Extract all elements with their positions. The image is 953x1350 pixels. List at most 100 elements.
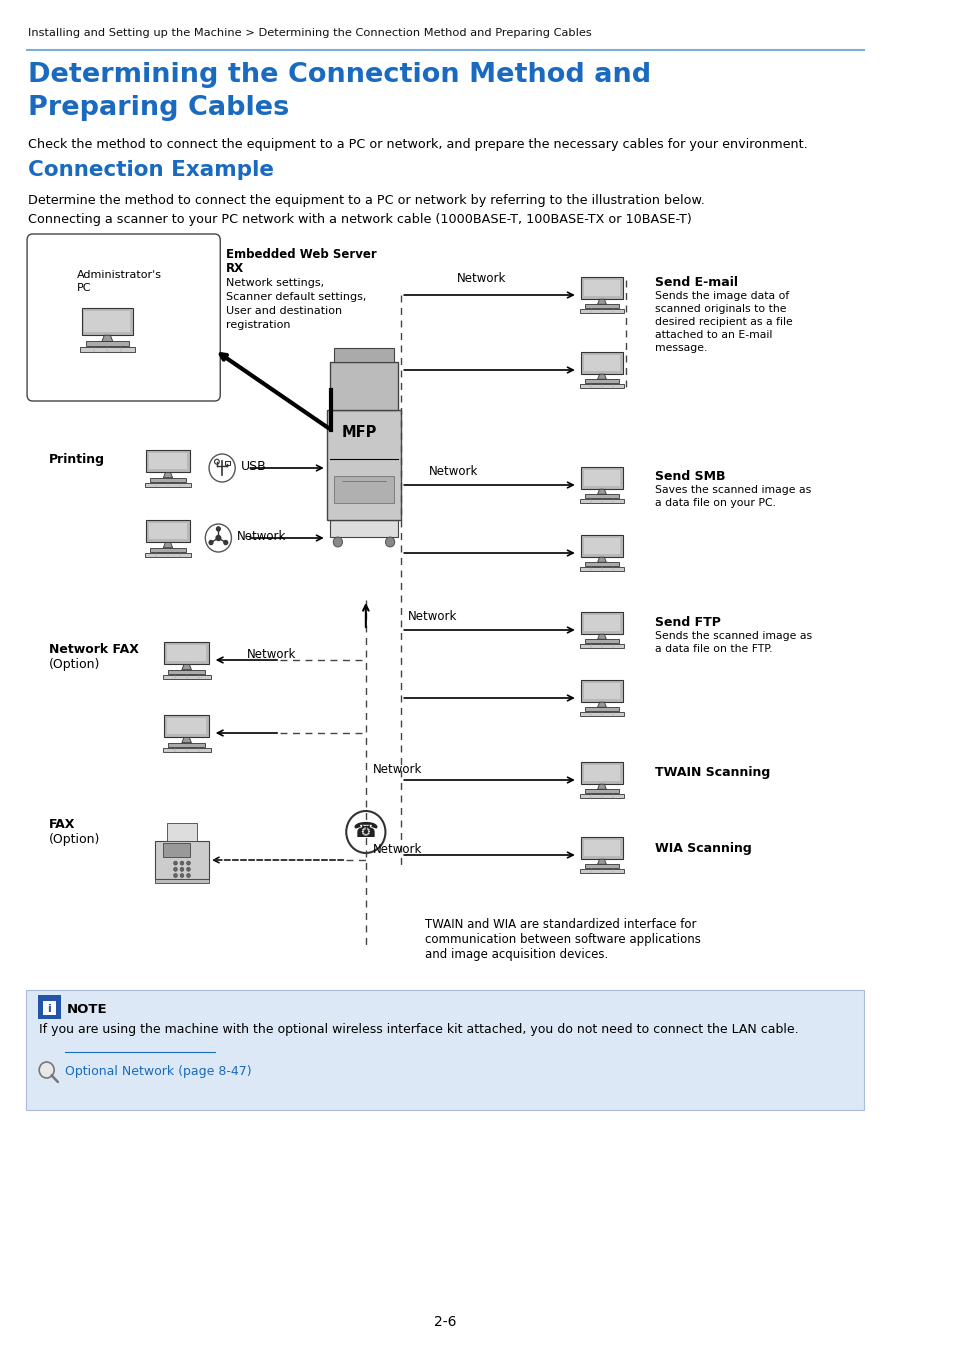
Text: PC: PC [76, 284, 91, 293]
FancyBboxPatch shape [580, 277, 622, 300]
FancyBboxPatch shape [149, 452, 187, 470]
Text: Network: Network [247, 648, 296, 662]
Circle shape [346, 811, 385, 853]
Text: NOTE: NOTE [67, 1003, 108, 1017]
Text: FAX: FAX [49, 818, 75, 832]
FancyBboxPatch shape [84, 310, 131, 332]
FancyBboxPatch shape [580, 467, 622, 489]
Circle shape [180, 873, 184, 878]
FancyBboxPatch shape [583, 683, 619, 699]
Circle shape [187, 861, 191, 865]
FancyBboxPatch shape [326, 409, 401, 520]
Text: Determine the method to connect the equipment to a PC or network by referring to: Determine the method to connect the equi… [28, 194, 704, 207]
Polygon shape [597, 784, 606, 790]
FancyBboxPatch shape [580, 763, 622, 784]
Text: MFP: MFP [341, 425, 376, 440]
FancyBboxPatch shape [80, 347, 134, 352]
Polygon shape [163, 472, 172, 478]
Polygon shape [597, 300, 606, 304]
Text: ☎: ☎ [353, 821, 378, 841]
FancyBboxPatch shape [146, 520, 190, 543]
FancyBboxPatch shape [579, 644, 623, 648]
FancyBboxPatch shape [168, 743, 205, 747]
FancyBboxPatch shape [579, 869, 623, 873]
Text: Printing: Printing [49, 454, 105, 466]
FancyBboxPatch shape [583, 840, 619, 856]
FancyBboxPatch shape [43, 1000, 56, 1015]
FancyBboxPatch shape [579, 794, 623, 798]
FancyBboxPatch shape [164, 641, 209, 664]
FancyBboxPatch shape [583, 765, 619, 782]
FancyBboxPatch shape [163, 748, 211, 752]
Polygon shape [597, 702, 606, 707]
Text: Sends the scanned image as: Sends the scanned image as [655, 630, 811, 641]
FancyBboxPatch shape [579, 567, 623, 571]
Text: Preparing Cables: Preparing Cables [28, 95, 289, 122]
Circle shape [173, 873, 177, 878]
Text: a data file on the FTP.: a data file on the FTP. [655, 644, 772, 653]
FancyBboxPatch shape [81, 308, 133, 335]
Circle shape [187, 867, 191, 871]
Text: Network: Network [456, 271, 506, 285]
Text: Administrator's: Administrator's [76, 270, 161, 279]
FancyBboxPatch shape [584, 640, 618, 643]
Circle shape [216, 526, 220, 531]
FancyBboxPatch shape [584, 304, 618, 308]
FancyBboxPatch shape [330, 362, 397, 409]
FancyBboxPatch shape [86, 342, 129, 346]
Text: WIA Scanning: WIA Scanning [655, 842, 751, 855]
FancyBboxPatch shape [168, 670, 205, 674]
Polygon shape [597, 859, 606, 864]
FancyBboxPatch shape [167, 822, 197, 841]
FancyBboxPatch shape [163, 844, 190, 857]
Text: Network: Network [408, 610, 456, 622]
Circle shape [209, 540, 213, 544]
FancyBboxPatch shape [330, 520, 397, 537]
Circle shape [209, 454, 235, 482]
FancyBboxPatch shape [584, 562, 618, 566]
FancyBboxPatch shape [146, 450, 190, 472]
Text: and image acquisition devices.: and image acquisition devices. [424, 948, 607, 961]
Text: Send FTP: Send FTP [655, 616, 720, 629]
Text: Network settings,: Network settings, [226, 278, 324, 288]
FancyBboxPatch shape [334, 348, 394, 362]
FancyBboxPatch shape [583, 539, 619, 555]
Text: attached to an E-mail: attached to an E-mail [655, 329, 772, 340]
FancyBboxPatch shape [580, 352, 622, 374]
Text: Send SMB: Send SMB [655, 470, 725, 483]
Text: Send E-mail: Send E-mail [655, 275, 738, 289]
FancyBboxPatch shape [583, 355, 619, 371]
Polygon shape [597, 634, 606, 640]
Text: Connecting a scanner to your PC network with a network cable (1000BASE-T, 100BAS: Connecting a scanner to your PC network … [28, 213, 691, 225]
FancyBboxPatch shape [583, 281, 619, 296]
Polygon shape [597, 489, 606, 494]
Text: Embedded Web Server: Embedded Web Server [226, 248, 376, 261]
Circle shape [214, 459, 219, 464]
Text: scanned originals to the: scanned originals to the [655, 304, 786, 315]
Text: Network: Network [373, 763, 422, 776]
Text: If you are using the machine with the optional wireless interface kit attached, : If you are using the machine with the op… [39, 1023, 798, 1035]
FancyBboxPatch shape [145, 483, 191, 487]
FancyBboxPatch shape [334, 475, 394, 504]
FancyBboxPatch shape [584, 707, 618, 711]
FancyBboxPatch shape [580, 613, 622, 634]
Text: Determining the Connection Method and: Determining the Connection Method and [28, 62, 651, 88]
Text: Saves the scanned image as: Saves the scanned image as [655, 485, 811, 495]
Text: Connection Example: Connection Example [28, 161, 274, 180]
Circle shape [173, 861, 177, 865]
Text: Network: Network [373, 842, 422, 856]
FancyBboxPatch shape [149, 522, 187, 540]
Circle shape [215, 536, 220, 540]
FancyBboxPatch shape [584, 379, 618, 383]
Text: Optional Network (page 8-47): Optional Network (page 8-47) [65, 1065, 252, 1079]
Text: message.: message. [655, 343, 707, 352]
FancyBboxPatch shape [38, 995, 61, 1019]
FancyBboxPatch shape [579, 309, 623, 313]
Text: a data file on your PC.: a data file on your PC. [655, 498, 776, 508]
Circle shape [224, 540, 228, 544]
Text: User and destination: User and destination [226, 306, 341, 316]
FancyBboxPatch shape [167, 717, 206, 734]
Polygon shape [102, 335, 112, 342]
Text: communication between software applications: communication between software applicati… [424, 933, 700, 946]
FancyBboxPatch shape [225, 460, 230, 464]
